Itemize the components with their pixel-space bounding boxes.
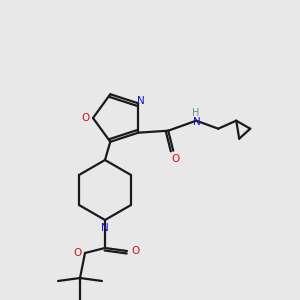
Text: O: O <box>131 246 139 256</box>
Text: N: N <box>137 96 145 106</box>
Text: O: O <box>81 113 89 123</box>
Text: O: O <box>73 248 81 258</box>
Text: O: O <box>171 154 179 164</box>
Text: N: N <box>101 223 109 233</box>
Text: H: H <box>191 108 199 118</box>
Text: N: N <box>194 117 201 127</box>
